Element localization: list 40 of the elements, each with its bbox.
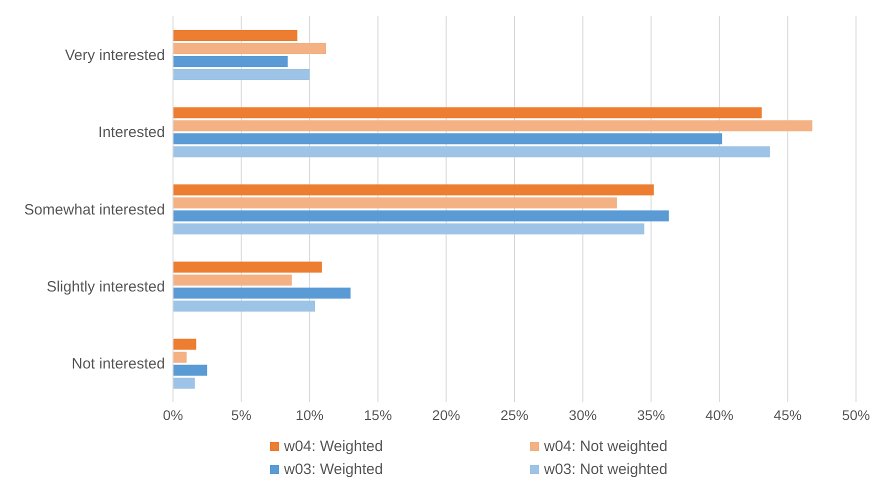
x-tick-label: 35% [637, 406, 666, 423]
x-tick-label: 20% [432, 406, 460, 423]
bar [173, 146, 770, 158]
x-tick-label: 25% [500, 406, 529, 423]
legend-label: w03: Not weighted [544, 461, 668, 478]
bar [173, 300, 316, 312]
x-tick-label: 40% [705, 406, 734, 423]
bar [173, 133, 722, 144]
bar [173, 364, 208, 376]
y-tick-label: Slightly interested [46, 278, 165, 296]
x-tick-label: 15% [364, 406, 392, 423]
y-tick-label: Somewhat interested [24, 201, 165, 218]
y-tick-label: Very interested [64, 46, 165, 64]
bar [173, 197, 617, 208]
y-tick-label: Interested [98, 124, 165, 142]
legend-label: w04: Not weighted [544, 438, 668, 455]
y-tick-label: Not interested [72, 356, 165, 373]
bar [173, 262, 322, 273]
bar [173, 288, 351, 299]
x-tick-label: 30% [568, 406, 597, 423]
bar [173, 43, 326, 54]
bar [173, 378, 195, 389]
bar [173, 338, 196, 350]
bar [173, 352, 187, 363]
x-tick-label: 5% [231, 406, 252, 423]
legend-label: w03: Weighted [284, 461, 383, 478]
bar [173, 210, 669, 222]
bar [173, 69, 310, 80]
bar [173, 274, 292, 286]
bar [173, 184, 654, 196]
x-tick-label: 0% [162, 406, 184, 423]
x-tick-label: 50% [842, 406, 870, 423]
x-tick-label: 45% [774, 406, 802, 423]
bar [173, 30, 298, 41]
bar [173, 107, 762, 118]
bar [173, 223, 644, 234]
bar [173, 56, 288, 67]
x-tick-label: 10% [296, 406, 324, 423]
bar [173, 120, 812, 132]
legend-label: w04: Weighted [284, 438, 383, 455]
